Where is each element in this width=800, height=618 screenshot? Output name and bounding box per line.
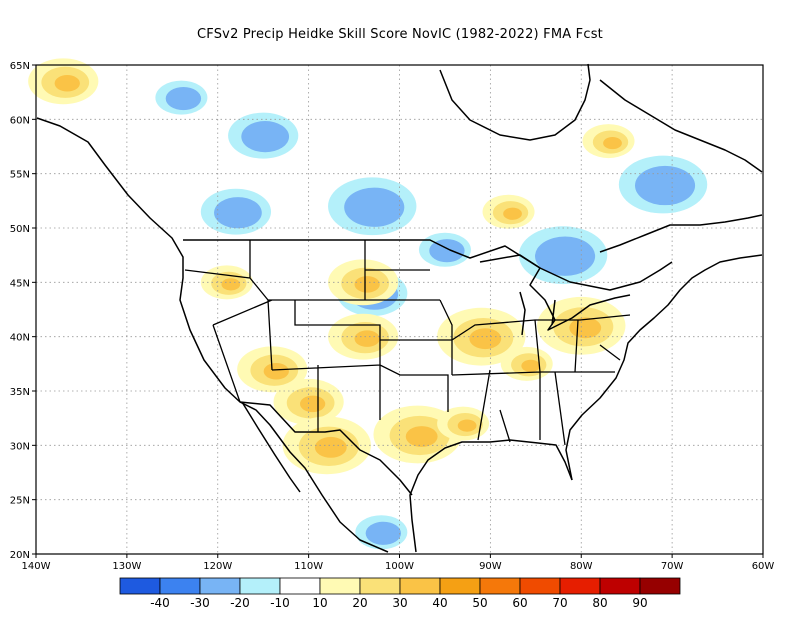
anomaly-patch — [299, 395, 326, 413]
colorbar-label: 80 — [592, 596, 607, 610]
anomaly-patch — [457, 419, 477, 432]
colorbar-swatch — [519, 577, 561, 595]
coastline-labrador — [599, 79, 763, 173]
anomaly-patch — [241, 121, 290, 153]
coastline-st-lawrence — [599, 214, 763, 253]
coastline-baja — [241, 401, 301, 493]
colorbar-label: 30 — [392, 596, 407, 610]
colorbar-swatch — [279, 577, 321, 595]
skill-score-shading — [28, 58, 708, 550]
colorbar-label: 40 — [432, 596, 447, 610]
colorbar-label: -20 — [230, 596, 250, 610]
lon-tick-label: 140W — [22, 561, 51, 572]
anomaly-patch — [54, 75, 80, 92]
colorbar-label: 50 — [472, 596, 487, 610]
lat-tick-label: 20N — [10, 550, 30, 561]
anomaly-patch — [165, 87, 202, 111]
colorbar-label: -40 — [150, 596, 170, 610]
lat-tick-label: 55N — [10, 170, 30, 181]
anomaly-patch — [405, 426, 438, 447]
lon-tick-label: 120W — [203, 561, 232, 572]
colorbar-swatch — [319, 577, 361, 595]
anomaly-patch — [221, 278, 241, 291]
colorbar-label: 60 — [512, 596, 527, 610]
lat-tick-label: 25N — [10, 496, 30, 507]
lon-tick-label: 110W — [294, 561, 323, 572]
chart-title: CFSv2 Precip Heidke Skill Score NovIC (1… — [197, 27, 603, 42]
anomaly-patch — [535, 236, 596, 276]
colorbar-swatch — [559, 577, 601, 595]
colorbar-swatch — [439, 577, 481, 595]
anomaly-patch — [469, 328, 502, 350]
colorbar-swatch — [399, 577, 441, 595]
state-borders — [184, 240, 631, 446]
lat-tick-label: 45N — [10, 278, 30, 289]
anomaly-patch — [634, 165, 696, 206]
colorbar-swatch — [359, 577, 401, 595]
colorbar-label: 20 — [352, 596, 367, 610]
lat-tick-label: 60N — [10, 115, 30, 126]
anomaly-patch — [354, 276, 380, 293]
colorbar-label: 70 — [552, 596, 567, 610]
anomaly-patch — [603, 136, 622, 150]
lon-tick-label: 60W — [752, 561, 775, 572]
colorbar-label: 10 — [312, 596, 327, 610]
lon-tick-label: 70W — [661, 561, 684, 572]
colorbar-label: -30 — [190, 596, 210, 610]
hudson-bay — [439, 63, 591, 141]
anomaly-patch — [214, 197, 262, 229]
colorbar-swatch — [159, 577, 201, 595]
colorbar-swatch — [199, 577, 241, 595]
us-mexico-border — [239, 401, 413, 496]
lat-tick-label: 35N — [10, 387, 30, 398]
lat-tick-label: 30N — [10, 441, 30, 452]
colorbar-swatch — [639, 577, 681, 595]
coastline-gulf-west — [409, 439, 573, 553]
colorbar-swatch — [599, 577, 641, 595]
coastline-west — [36, 117, 389, 553]
graticule — [36, 65, 763, 554]
anomaly-patch — [344, 187, 405, 227]
lat-tick-label: 65N — [10, 61, 30, 72]
colorbar: -40 -30 -20 -10 10 20 30 40 50 60 70 80 90 — [119, 577, 681, 610]
anomaly-patch — [314, 436, 347, 458]
lat-tick-label: 40N — [10, 333, 30, 344]
anomaly-patch — [263, 363, 289, 380]
colorbar-swatch — [119, 577, 161, 595]
colorbar-swatch — [239, 577, 281, 595]
anomaly-patch — [503, 207, 522, 220]
state-lines — [184, 240, 631, 446]
anomaly-patch — [521, 359, 541, 372]
lat-tick-label: 50N — [10, 224, 30, 235]
colorbar-label: -10 — [270, 596, 290, 610]
anomaly-patch — [354, 330, 380, 347]
lon-tick-label: 100W — [385, 561, 414, 572]
lon-tick-label: 80W — [570, 561, 593, 572]
lon-tick-label: 90W — [479, 561, 502, 572]
anomaly-patch — [429, 239, 465, 263]
lon-tick-label: 130W — [112, 561, 141, 572]
coastline-east — [565, 254, 763, 481]
anomaly-patch — [365, 521, 402, 545]
colorbar-label: 90 — [632, 596, 647, 610]
colorbar-swatch — [479, 577, 521, 595]
